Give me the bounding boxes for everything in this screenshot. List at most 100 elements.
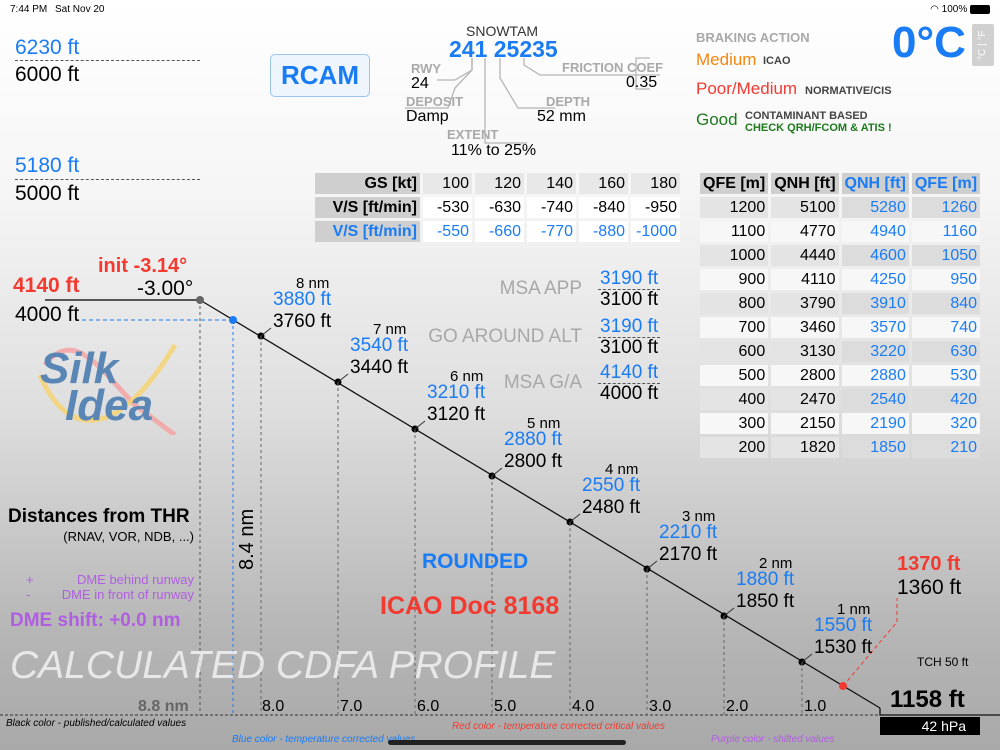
rwy-label: RWY bbox=[411, 61, 442, 76]
silk-idea-logo: Silk Idea bbox=[37, 343, 178, 435]
init-alt-corrected: 4140 ft bbox=[13, 274, 80, 297]
gs-vs-table: GS [kt] 100 120 140 160 180 V/S [ft/min] -530 -6… bbox=[312, 170, 683, 245]
extent-label: EXTENT bbox=[447, 127, 499, 142]
rwy-value: 24 bbox=[411, 75, 429, 92]
profile-alt: 1850 ft bbox=[736, 591, 795, 612]
profile-alt: 3120 ft bbox=[427, 404, 486, 425]
profile-nm: 6 nm bbox=[450, 368, 484, 385]
profile-nm: 1 nm bbox=[837, 601, 871, 618]
profile-corrected-alt: 3210 ft bbox=[427, 382, 486, 403]
msa-label: GO AROUND ALT bbox=[428, 326, 582, 347]
braking-icao-value: Medium bbox=[696, 50, 757, 69]
table-row: 800 3790 3910 840 bbox=[700, 293, 981, 314]
cell: 2800 bbox=[771, 365, 839, 386]
column-header: QFE [m] bbox=[700, 173, 769, 194]
gs-row: V/S [ft/min] -530 -630 -740 -840 -950 bbox=[315, 197, 680, 218]
qfe-hpa: 42 hPa bbox=[880, 717, 980, 735]
cell: -550 bbox=[423, 221, 472, 242]
cell: 1850 bbox=[841, 437, 909, 458]
divider bbox=[598, 337, 660, 338]
deposit-value: Damp bbox=[406, 108, 449, 125]
divider bbox=[598, 383, 660, 384]
cell: 1050 bbox=[911, 245, 981, 266]
alt-corrected-6000: 6230 ft bbox=[15, 36, 80, 59]
cell: 3460 bbox=[771, 317, 839, 338]
table-row: 600 3130 3220 630 bbox=[700, 341, 981, 362]
cell: 4110 bbox=[771, 269, 839, 290]
cell: 320 bbox=[911, 413, 981, 434]
cell: -880 bbox=[579, 221, 628, 242]
status-date: Sat Nov 20 bbox=[55, 4, 105, 15]
cell: 1000 bbox=[700, 245, 769, 266]
cell: 160 bbox=[579, 173, 628, 194]
braking-icao-label: ICAO bbox=[763, 55, 791, 67]
cell: 840 bbox=[911, 293, 981, 314]
friction-label: FRICTION COEF bbox=[562, 60, 664, 75]
snowtam-title: SNOWTAM bbox=[466, 23, 539, 39]
table-row: 300 2150 2190 320 bbox=[700, 413, 981, 434]
dme-shift[interactable]: DME shift: +0.0 nm bbox=[10, 610, 181, 631]
rounded-label[interactable]: ROUNDED bbox=[422, 550, 529, 573]
column-header: QNH [ft] bbox=[841, 173, 909, 194]
rcam-button[interactable]: RCAM bbox=[270, 54, 370, 97]
cell: 3910 bbox=[841, 293, 909, 314]
distance-tick: 8.0 bbox=[262, 698, 285, 715]
distance-tick: 6.0 bbox=[417, 698, 440, 715]
braking-warning: CHECK QRH/FCOM & ATIS ! bbox=[745, 122, 892, 134]
msa-alt: 3100 ft bbox=[600, 337, 659, 358]
depth-label: DEPTH bbox=[546, 94, 591, 109]
snowtam-code: 241 25235 bbox=[449, 36, 558, 62]
friction-value: 0.35 bbox=[626, 74, 658, 91]
descent-path bbox=[199, 299, 881, 709]
msa-corrected: 4140 ft bbox=[600, 362, 659, 383]
alt-published-6000: 6000 ft bbox=[15, 63, 80, 86]
icao-doc-label[interactable]: ICAO Doc 8168 bbox=[380, 592, 560, 620]
cell: 900 bbox=[700, 269, 769, 290]
cell: 400 bbox=[700, 389, 769, 410]
cell: -770 bbox=[527, 221, 576, 242]
divider bbox=[598, 289, 660, 290]
cell: 1100 bbox=[700, 221, 769, 242]
distance-tick: 3.0 bbox=[649, 698, 672, 715]
cell: 2880 bbox=[841, 365, 909, 386]
profile-corrected-alt: 2550 ft bbox=[582, 475, 641, 496]
battery-icon bbox=[970, 4, 990, 14]
profile-corrected-alt: 2210 ft bbox=[659, 522, 718, 543]
profile-alt: 2170 ft bbox=[659, 544, 718, 565]
dme-minus: - bbox=[26, 587, 31, 602]
table-row: 400 2470 2540 420 bbox=[700, 389, 981, 410]
row-header: GS [kt] bbox=[315, 173, 420, 194]
dme-front: DME in front of runway bbox=[61, 587, 194, 602]
cell: 600 bbox=[700, 341, 769, 362]
braking-cis-value: Poor/Medium bbox=[696, 79, 798, 98]
row-header: V/S [ft/min] bbox=[315, 221, 420, 242]
profile-alt: 2800 ft bbox=[504, 451, 563, 472]
column-header: QFE [m] bbox=[911, 173, 981, 194]
legend-blue: Blue color - temperature corrected value… bbox=[232, 734, 416, 745]
table-row: 900 4110 4250 950 bbox=[700, 269, 981, 290]
braking-cis-label: NORMATIVE/CIS bbox=[805, 85, 892, 97]
cell: 530 bbox=[911, 365, 981, 386]
msa-alt: 4000 ft bbox=[600, 383, 659, 404]
dme-behind: DME behind runway bbox=[76, 572, 194, 587]
cell: 1260 bbox=[911, 197, 981, 218]
extent-value: 11% to 25% bbox=[451, 142, 537, 159]
svg-text:Idea: Idea bbox=[65, 381, 153, 430]
braking-title: BRAKING ACTION bbox=[696, 30, 810, 45]
home-indicator[interactable] bbox=[388, 740, 626, 745]
profile-alt: 1530 ft bbox=[814, 637, 873, 658]
threshold-corrected-point bbox=[839, 682, 847, 690]
legend-black: Black color - published/calculated value… bbox=[6, 718, 187, 729]
profile-alt: 2480 ft bbox=[582, 497, 641, 518]
distance-tick: 7.0 bbox=[340, 698, 363, 715]
deposit-label: DEPOSIT bbox=[406, 94, 464, 109]
msa-corrected: 3190 ft bbox=[600, 268, 659, 289]
cell: -1000 bbox=[631, 221, 680, 242]
distance-tick: 4.0 bbox=[572, 698, 595, 715]
cell: 3790 bbox=[771, 293, 839, 314]
leader-line bbox=[801, 653, 813, 663]
cell: 200 bbox=[700, 437, 769, 458]
cell: 2470 bbox=[771, 389, 839, 410]
cell: 180 bbox=[631, 173, 680, 194]
cell: 2190 bbox=[841, 413, 909, 434]
